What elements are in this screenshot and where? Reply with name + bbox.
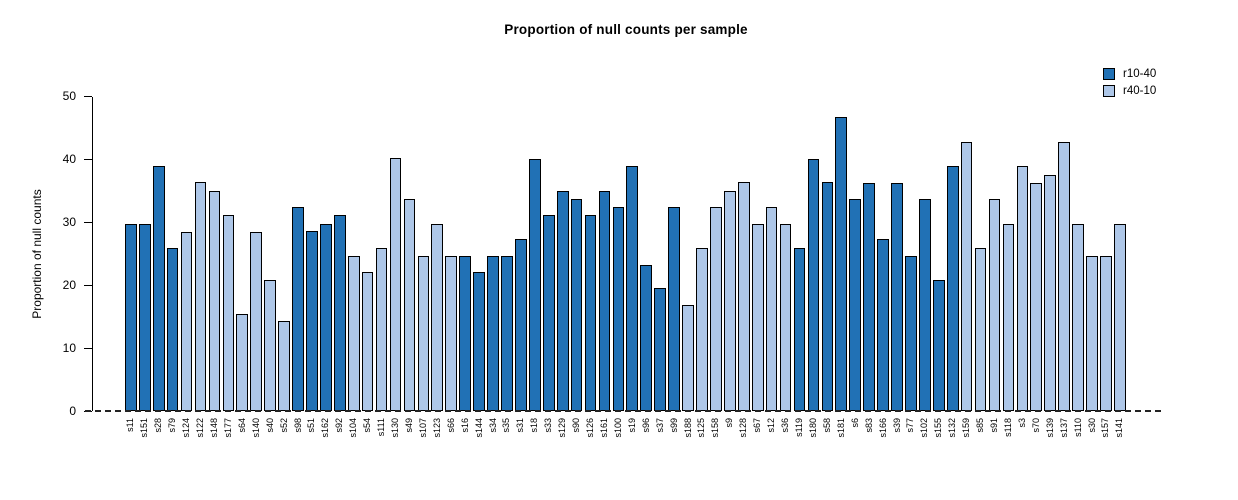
- bar-s37: [654, 288, 667, 411]
- bar-s16: [459, 256, 471, 411]
- y-tick-label: 30: [62, 214, 76, 229]
- bar-s111: [375, 247, 388, 411]
- legend-label-r10-40: r10-40: [1123, 68, 1157, 81]
- legend-swatch-r40-10: [1103, 84, 1115, 97]
- bar-s124: [180, 231, 193, 411]
- bar-s52: [278, 321, 290, 411]
- bar-s33: [542, 214, 555, 411]
- bar-s132: [946, 165, 959, 411]
- bar-s90: [570, 199, 583, 411]
- bar-s155: [932, 280, 945, 411]
- bar-s151: [138, 223, 151, 411]
- bar-s3: [1016, 165, 1029, 411]
- bar-s77: [905, 256, 917, 411]
- bar-s98: [292, 207, 304, 411]
- bar-s11: [125, 223, 137, 411]
- bar-s157: [1100, 256, 1112, 411]
- y-tick-label: 40: [62, 152, 76, 167]
- bar-s85: [974, 247, 987, 411]
- bar-s92: [333, 214, 346, 411]
- chart-title: Proportion of null counts per sample: [504, 22, 748, 37]
- bar-s159: [960, 142, 973, 411]
- bar-s177: [222, 214, 235, 411]
- bar-s64: [236, 313, 249, 411]
- bar-s110: [1072, 223, 1084, 411]
- legend-swatch-r10-40: [1103, 68, 1115, 81]
- bar-s19: [626, 165, 639, 411]
- bar-s39: [891, 182, 903, 411]
- bar-s158: [710, 207, 722, 411]
- bar-s18: [528, 158, 541, 411]
- y-tick-label: 0: [69, 403, 76, 418]
- zero-dashed-line: [85, 410, 1165, 412]
- bar-s130: [389, 158, 402, 411]
- bar-s36: [779, 223, 792, 411]
- bar-s30: [1086, 256, 1098, 411]
- bar-s148: [208, 191, 221, 411]
- bar-s6: [849, 199, 862, 411]
- bar-s34: [487, 256, 499, 411]
- y-tick-mark: [84, 284, 92, 286]
- bar-s180: [807, 158, 820, 411]
- bar-s123: [431, 223, 444, 411]
- y-tick-label: 20: [62, 277, 76, 292]
- bar-s54: [361, 272, 374, 411]
- bar-s40: [264, 280, 276, 411]
- bar-s162: [320, 223, 332, 411]
- bar-s161: [598, 191, 611, 411]
- bar-s122: [194, 182, 207, 411]
- bar-s107: [417, 256, 430, 411]
- bar-s67: [751, 223, 764, 411]
- bar-s140: [250, 231, 263, 411]
- legend: r10-40 r40-10: [1103, 66, 1156, 99]
- bar-s128: [737, 182, 750, 411]
- bar-s102: [919, 199, 931, 411]
- bar-s125: [696, 247, 708, 411]
- bar-s166: [877, 239, 889, 411]
- bar-s9: [723, 191, 736, 411]
- y-tick-mark: [84, 96, 92, 98]
- bar-s49: [403, 198, 416, 411]
- bar-s181: [835, 116, 848, 411]
- bar-s126: [584, 214, 597, 411]
- bar-s96: [640, 264, 653, 411]
- bar-s35: [501, 256, 513, 411]
- bar-s118: [1002, 223, 1015, 411]
- bar-s129: [556, 191, 569, 411]
- bar-s31: [515, 239, 527, 411]
- bar-s91: [988, 198, 1001, 411]
- bar-s79: [166, 247, 179, 411]
- bar-s104: [347, 256, 360, 411]
- bar-s188: [682, 304, 694, 411]
- y-axis-line: [92, 96, 93, 411]
- y-tick-mark: [84, 159, 92, 161]
- bar-s66: [445, 256, 458, 411]
- legend-item-r40-10: r40-10: [1103, 83, 1156, 100]
- bar-s119: [793, 247, 806, 411]
- bar-s99: [668, 207, 680, 411]
- y-tick-mark: [84, 221, 92, 223]
- bar-s12: [765, 207, 778, 411]
- bar-s28: [152, 165, 165, 411]
- bar-s51: [306, 231, 318, 411]
- legend-label-r40-10: r40-10: [1123, 84, 1157, 97]
- bar-s100: [612, 207, 625, 411]
- bar-s144: [473, 272, 485, 411]
- bar-s70: [1030, 182, 1043, 411]
- bar-s141: [1114, 223, 1126, 411]
- bar-s137: [1058, 142, 1070, 411]
- bar-s58: [821, 182, 834, 411]
- y-tick-mark: [84, 347, 92, 349]
- bar-s83: [863, 182, 875, 411]
- y-tick-label: 50: [62, 89, 76, 104]
- legend-item-r10-40: r10-40: [1103, 66, 1156, 83]
- y-tick-label: 10: [62, 340, 76, 355]
- bar-s139: [1044, 174, 1057, 411]
